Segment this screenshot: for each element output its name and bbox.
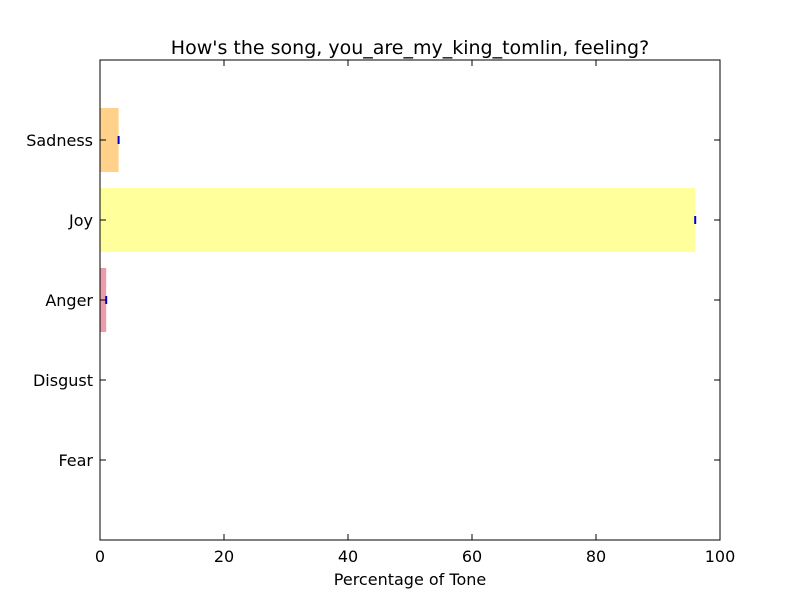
y-tick-label-anger: Anger <box>45 291 93 310</box>
x-tick-label-80: 80 <box>586 547 606 566</box>
bar-sadness <box>100 108 119 172</box>
bar-joy <box>100 188 696 252</box>
chart-title: How's the song, you_are_my_king_tomlin, … <box>171 37 649 59</box>
x-tick-label-20: 20 <box>214 547 234 566</box>
y-tick-label-joy: Joy <box>68 211 93 230</box>
y-axis-ticks: Fear Disgust Anger Joy Sadness <box>26 131 720 470</box>
bar-group <box>100 108 696 332</box>
error-marker-group <box>105 136 697 304</box>
x-tick-label-40: 40 <box>338 547 358 566</box>
plot-frame <box>99 59 721 541</box>
y-tick-label-fear: Fear <box>58 451 93 470</box>
x-axis-ticks: 0 20 40 60 80 100 <box>95 60 735 566</box>
y-tick-label-disgust: Disgust <box>33 371 93 390</box>
x-tick-label-60: 60 <box>462 547 482 566</box>
x-axis-label: Percentage of Tone <box>334 570 486 589</box>
x-tick-label-100: 100 <box>705 547 736 566</box>
y-tick-label-sadness: Sadness <box>26 131 93 150</box>
x-tick-label-0: 0 <box>95 547 105 566</box>
